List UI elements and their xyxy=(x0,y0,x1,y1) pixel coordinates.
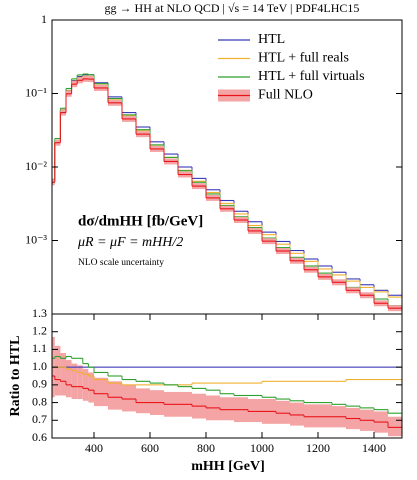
y-tick-label: 0.6 xyxy=(32,430,47,444)
uncertainty-band xyxy=(88,372,94,403)
plot-frame xyxy=(51,19,403,315)
uncertainty-band xyxy=(276,400,290,424)
x-tick-label: 400 xyxy=(85,441,103,455)
uncertainty-band xyxy=(122,384,136,412)
uncertainty-band xyxy=(60,352,66,396)
uncertainty-band xyxy=(108,381,122,410)
annotation: dσ/dmHH [fb/GeV] xyxy=(78,213,203,229)
y-tick-label: 1.2 xyxy=(32,323,47,337)
uncertainty-band xyxy=(388,416,402,437)
x-tick-label: 1000 xyxy=(250,441,274,455)
y-tick-label: 1 xyxy=(41,12,47,26)
uncertainty-band xyxy=(318,404,332,428)
uncertainty-band xyxy=(248,399,262,423)
uncertainty-band xyxy=(290,402,304,426)
y-tick-label: 1.3 xyxy=(32,306,47,320)
chart-title: gg → HH at NLO QCD | √s = 14 TeV | PDF4L… xyxy=(105,1,360,15)
plot-area xyxy=(52,73,402,312)
uncertainty-band xyxy=(220,397,234,421)
y-tick-label: 10⁻¹ xyxy=(25,85,47,99)
x-tick-label: 600 xyxy=(141,441,159,455)
uncertainty-band xyxy=(82,368,89,401)
plot-area xyxy=(52,337,402,437)
uncertainty-band xyxy=(77,365,83,400)
y-tick-label: 10⁻³ xyxy=(25,232,47,246)
annotation: NLO scale uncertainty xyxy=(78,258,164,268)
y-tick-label: 0.9 xyxy=(32,377,47,391)
uncertainty-band xyxy=(54,345,61,396)
uncertainty-band xyxy=(136,388,150,414)
y-tick-label: 10⁻² xyxy=(25,159,47,173)
annotation: μR = μF = mHH/2 xyxy=(77,235,183,250)
legend-label: HTL + full virtuals xyxy=(258,69,365,84)
y-tick-label: 0.8 xyxy=(32,394,47,408)
x-tick-label: 1400 xyxy=(362,441,386,455)
y-tick-label: 1.1 xyxy=(32,341,47,355)
y-tick-label: 0.7 xyxy=(32,412,47,426)
uncertainty-band xyxy=(66,360,72,398)
legend-label: HTL + full reals xyxy=(258,51,349,66)
y-axis-label: Ratio to HTL xyxy=(8,336,23,417)
legend-label: Full NLO xyxy=(258,88,313,103)
legend-label: HTL xyxy=(258,32,285,47)
x-tick-label: 1200 xyxy=(306,441,330,455)
plot-frame xyxy=(51,313,403,439)
x-tick-label: 800 xyxy=(197,441,215,455)
uncertainty-band xyxy=(71,363,78,400)
uncertainty-band xyxy=(94,377,108,407)
y-tick-label: 1.0 xyxy=(32,359,47,373)
x-axis-label: mHH [GeV] xyxy=(191,459,264,474)
uncertainty-band xyxy=(304,404,318,428)
